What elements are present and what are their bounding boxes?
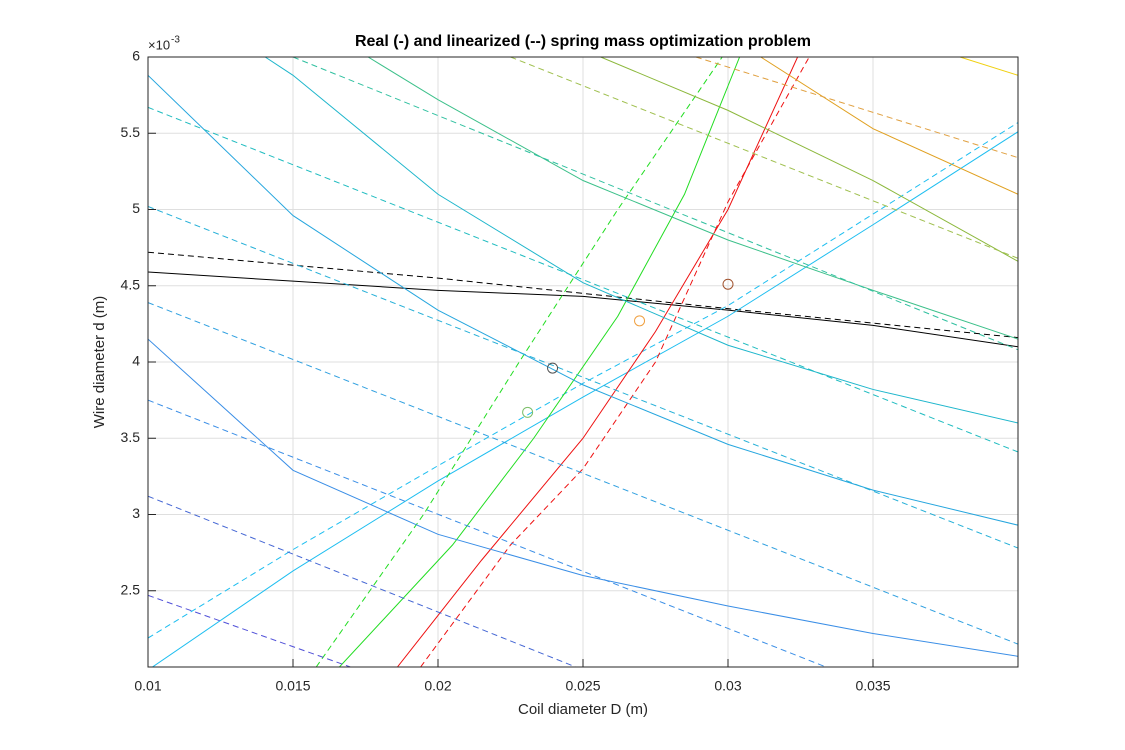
x-axis-label: Coil diameter D (m) xyxy=(518,701,648,718)
point-marker xyxy=(634,315,646,327)
point-marker xyxy=(547,362,559,374)
solid-line xyxy=(151,131,1018,667)
dashed-line xyxy=(148,122,1018,639)
dashed-line xyxy=(148,251,1018,339)
dashed-line xyxy=(420,57,810,667)
dashed-line xyxy=(148,205,1018,549)
solid-line xyxy=(397,57,799,667)
solid-line xyxy=(367,57,1018,340)
solid-line xyxy=(339,57,741,667)
y-tick-label: 2.5 xyxy=(121,581,141,597)
y-tick-label: 4 xyxy=(132,353,140,369)
x-tick-label: 0.01 xyxy=(134,678,161,694)
y-axis-label: Wire diameter d (m) xyxy=(91,296,108,429)
y-tick-label: 5.5 xyxy=(121,124,141,140)
dashed-line xyxy=(148,495,576,667)
dashed-line xyxy=(292,57,1018,351)
solid-line xyxy=(148,74,1018,526)
y-tick-label: 6 xyxy=(132,48,140,64)
dashed-line xyxy=(148,594,351,667)
dashed-line xyxy=(148,302,1018,645)
x-tick-label: 0.025 xyxy=(565,678,600,694)
chart-title: Real (-) and linearized (--) spring mass… xyxy=(355,33,811,50)
solid-line xyxy=(148,271,1018,348)
solid-line xyxy=(760,57,1018,195)
y-multiplier: ×10 xyxy=(148,37,170,52)
x-tick-label: 0.02 xyxy=(424,678,451,694)
solid-line xyxy=(600,57,1018,262)
solid-line xyxy=(959,57,1018,76)
dashed-line xyxy=(148,399,827,667)
point-marker xyxy=(522,406,534,418)
labels: 0.01 0.015 0.02 0.025 0.03 0.035 2.5 3 3.5 4 4.5 5 5… xyxy=(121,48,891,694)
y-tick-label: 3.5 xyxy=(121,429,141,445)
x-tick-label: 0.035 xyxy=(855,678,890,694)
dashed-line xyxy=(510,57,1018,259)
y-multiplier-exponent: -3 xyxy=(171,35,180,46)
y-tick-label: 4.5 xyxy=(121,276,141,292)
dashed-line xyxy=(315,57,723,667)
solid-line xyxy=(264,57,1018,424)
point-marker xyxy=(722,278,734,290)
y-tick-label: 5 xyxy=(132,200,140,216)
plot-lines xyxy=(148,57,1018,667)
x-tick-label: 0.03 xyxy=(714,678,741,694)
dashed-line xyxy=(148,106,1018,453)
solid-line xyxy=(148,338,1018,657)
y-tick-label: 3 xyxy=(132,505,140,521)
dashed-line xyxy=(695,57,1018,159)
x-tick-label: 0.015 xyxy=(275,678,310,694)
